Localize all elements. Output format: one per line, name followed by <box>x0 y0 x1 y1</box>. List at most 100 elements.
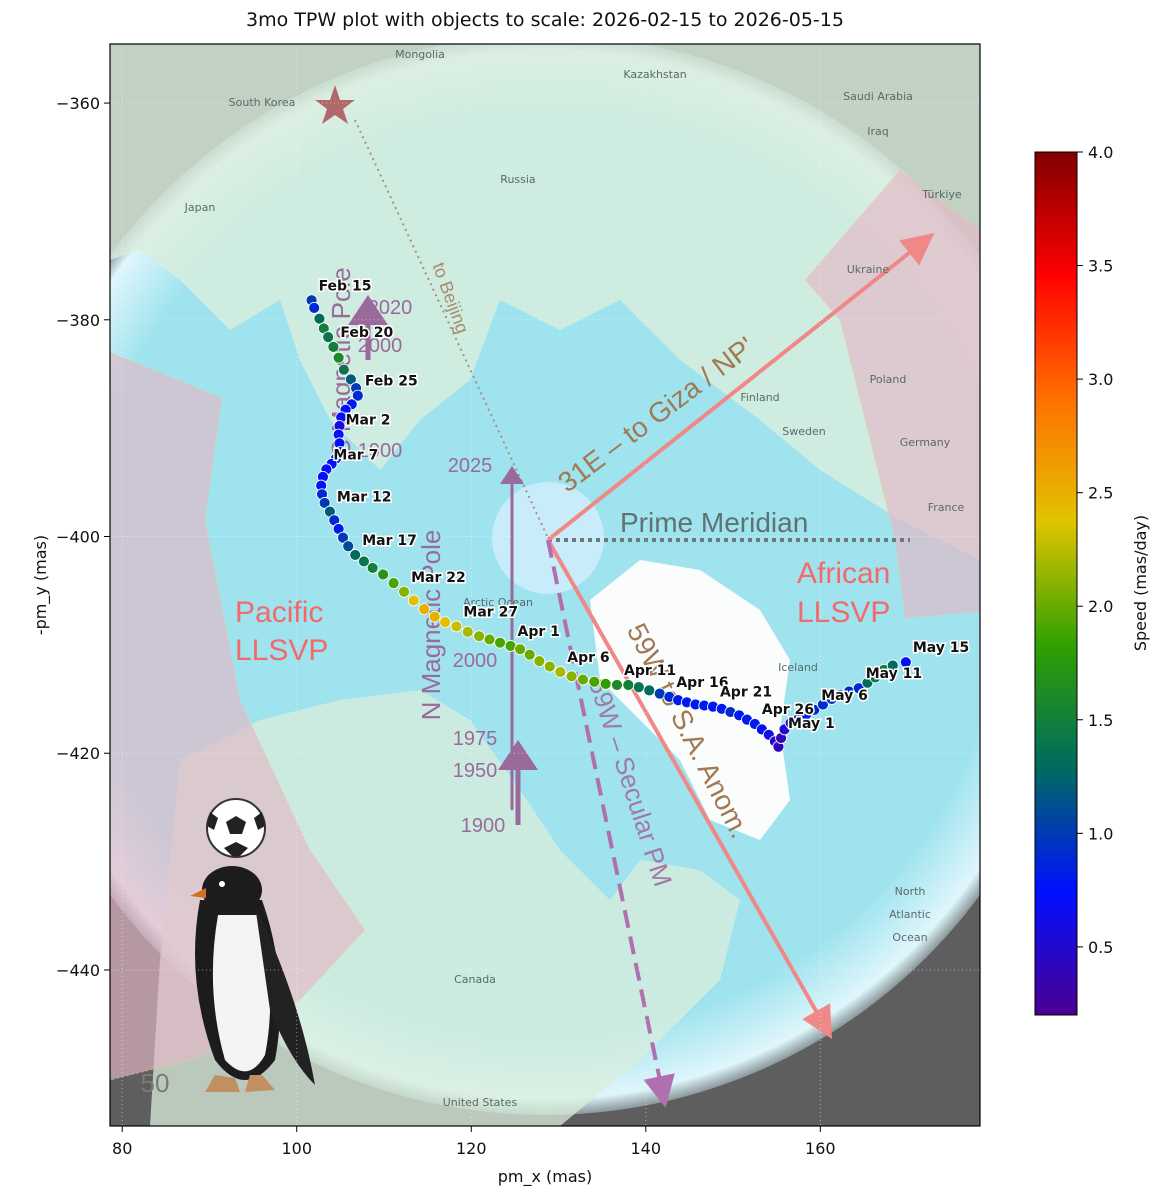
map-background <box>110 44 980 1126</box>
point <box>473 630 486 643</box>
map-label: Sweden <box>782 425 825 438</box>
annotation: Pacific <box>235 596 323 629</box>
colorbar-tick-label: 0.5 <box>1088 938 1113 957</box>
point-label: Apr 1 <box>518 624 560 640</box>
point <box>899 656 912 669</box>
annotation: LLSVP <box>235 634 328 667</box>
x-tick-label: 100 <box>281 1139 312 1158</box>
point <box>313 312 326 325</box>
point <box>377 568 390 581</box>
map-label: Ukraine <box>847 263 890 276</box>
map-label: Ocean <box>892 931 927 944</box>
map-label: Atlantic <box>889 908 931 921</box>
y-axis-label: -pm_y (mas) <box>31 535 51 635</box>
point <box>418 603 431 616</box>
point <box>344 373 357 386</box>
colorbar-tick-label: 1.5 <box>1088 711 1113 730</box>
point <box>337 531 349 544</box>
annotation: 50 <box>141 1068 170 1098</box>
map-label: Mongolia <box>395 48 445 61</box>
point-label: Apr 21 <box>720 685 772 701</box>
map-label: Russia <box>500 173 535 186</box>
map-label: Iceland <box>778 661 818 674</box>
x-axis-label: pm_x (mas) <box>498 1167 593 1187</box>
map-label: Poland <box>870 373 907 386</box>
point <box>523 648 536 661</box>
annotation: 1900 <box>461 815 506 837</box>
point-label: Feb 15 <box>319 278 372 294</box>
y-tick-label: −440 <box>56 961 100 980</box>
point <box>869 671 882 684</box>
point <box>337 363 350 376</box>
point <box>318 497 331 509</box>
point <box>533 655 546 668</box>
point-label: Apr 11 <box>624 663 676 679</box>
annotation: 1975 <box>453 728 498 750</box>
point <box>886 659 899 672</box>
point <box>588 675 601 688</box>
y-tick-label: −420 <box>56 744 100 763</box>
point <box>852 682 865 695</box>
grid <box>110 44 980 1126</box>
map-label: Iraq <box>867 125 889 138</box>
point <box>327 340 340 353</box>
plot-frame <box>109 43 981 1127</box>
point <box>387 577 400 590</box>
point <box>332 351 345 364</box>
point <box>632 681 645 694</box>
point-label: May 11 <box>866 666 922 682</box>
map-label: Türkiye <box>921 188 962 201</box>
point <box>622 679 635 691</box>
point <box>428 610 441 623</box>
point <box>461 625 474 638</box>
map-label: Finland <box>740 391 779 404</box>
point <box>308 301 321 314</box>
point-label: Apr 26 <box>762 702 814 718</box>
map-label: Kazakhstan <box>623 68 686 81</box>
colorbar-tick-label: 2.0 <box>1088 597 1113 616</box>
y-tick-label: −360 <box>56 94 100 113</box>
map-label: North <box>895 885 926 898</box>
point-label: May 15 <box>913 640 969 656</box>
point <box>322 331 335 344</box>
point <box>643 684 656 697</box>
annotation: Prime Meridian <box>620 507 808 538</box>
y-tick-label: −400 <box>56 528 100 547</box>
colorbar-tick-label: 1.0 <box>1088 824 1113 843</box>
annotation: 2000 <box>453 650 498 672</box>
annotation: African <box>797 557 890 590</box>
map-label: Saudi Arabia <box>843 90 913 103</box>
x-tick-label: 160 <box>805 1139 836 1158</box>
map-label: Canada <box>454 973 496 986</box>
y-tick-label: −380 <box>56 311 100 330</box>
colorbar-label: Speed (mas/day) <box>1131 515 1150 651</box>
point-label: Mar 12 <box>337 490 392 506</box>
annotation: 2000 <box>358 335 403 357</box>
map-label: France <box>928 501 965 514</box>
point-label: Apr 6 <box>567 650 609 666</box>
point <box>407 594 420 607</box>
points: Feb 15 Feb 20 Feb 25 Mar 2 Mar 7 Mar 12 Mar 17… <box>305 277 971 753</box>
x-tick-label: 120 <box>456 1139 487 1158</box>
point <box>494 636 506 649</box>
point <box>358 555 370 568</box>
penguin <box>190 798 315 1092</box>
annotation: LLSVP <box>797 596 890 629</box>
point <box>577 673 589 686</box>
point-label: May 1 <box>788 716 835 732</box>
point <box>366 562 379 574</box>
annotation: 1950 <box>453 760 498 782</box>
map-label: South Korea <box>229 96 296 109</box>
annotation: 2020 <box>368 297 413 319</box>
point-label: Feb 20 <box>340 325 393 341</box>
point <box>565 670 578 683</box>
point-label: Feb 25 <box>365 374 418 390</box>
point <box>514 643 527 656</box>
map-label: United States <box>443 1096 518 1109</box>
point-label: Apr 16 <box>676 675 728 691</box>
x-tick-label: 80 <box>112 1139 132 1158</box>
colorbar-tick-label: 3.5 <box>1088 257 1113 276</box>
map-label: Arctic Ocean <box>463 596 533 609</box>
x-tick-label: 140 <box>631 1139 662 1158</box>
